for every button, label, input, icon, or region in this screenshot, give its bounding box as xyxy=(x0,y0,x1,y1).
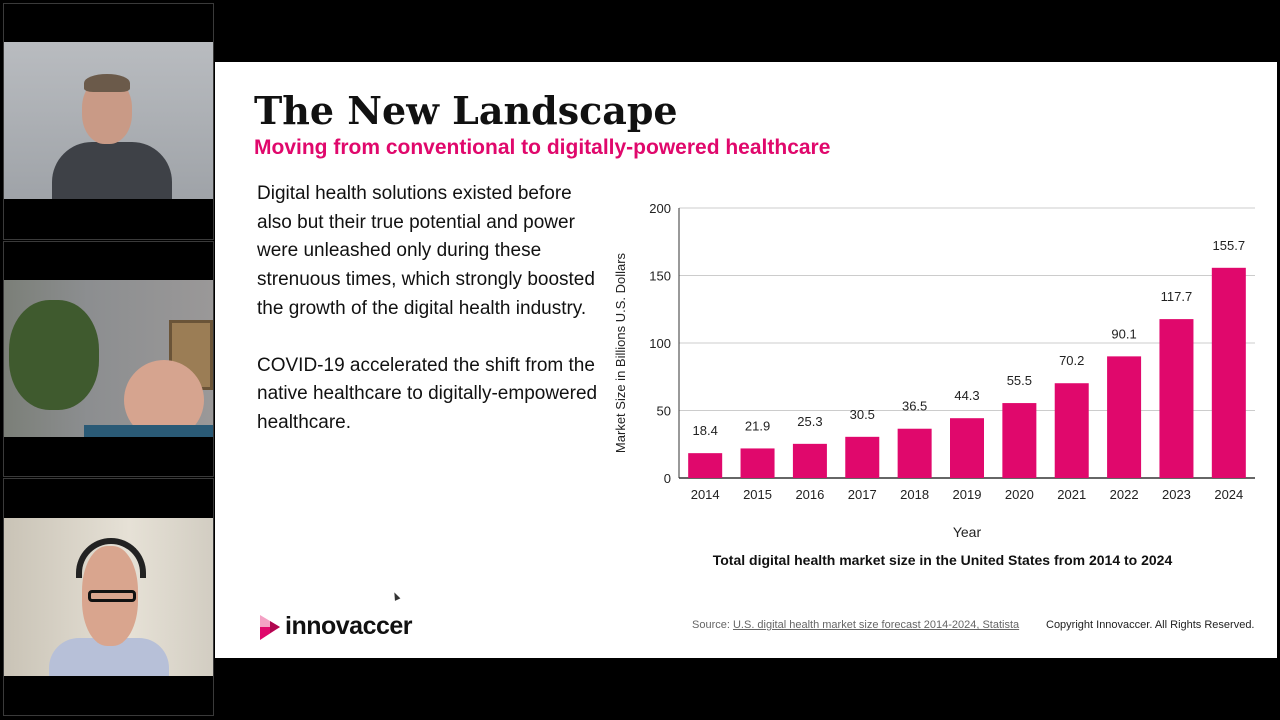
data-label: 155.7 xyxy=(1213,238,1246,253)
bar xyxy=(1054,383,1089,478)
participant-video-3 xyxy=(4,518,213,676)
data-label: 18.4 xyxy=(693,423,718,438)
participant-tile-3[interactable] xyxy=(3,478,214,716)
presentation-slide: The New Landscape Moving from convention… xyxy=(215,62,1277,658)
y-tick-label: 200 xyxy=(649,201,671,216)
source-note: Source: U.S. digital health market size … xyxy=(692,619,1020,631)
data-label: 36.5 xyxy=(902,399,927,414)
innovaccer-logo: innovaccer xyxy=(258,612,413,641)
bar xyxy=(792,443,827,478)
x-tick-label: 2023 xyxy=(1162,487,1191,502)
x-tick-label: 2015 xyxy=(743,487,772,502)
x-tick-label: 2016 xyxy=(795,487,824,502)
y-tick-label: 0 xyxy=(664,471,671,486)
bar xyxy=(1211,267,1246,478)
y-tick-label: 50 xyxy=(657,404,671,419)
logo-mark-icon xyxy=(260,614,280,640)
bar xyxy=(1159,319,1194,478)
x-tick-label: 2017 xyxy=(848,487,877,502)
x-tick-label: 2022 xyxy=(1110,487,1139,502)
data-label: 21.9 xyxy=(745,418,770,433)
slide-body: Digital health solutions existed before … xyxy=(257,180,602,466)
data-label: 30.5 xyxy=(850,407,875,422)
bar xyxy=(740,448,775,478)
data-label: 70.2 xyxy=(1059,353,1084,368)
x-axis-label: Year xyxy=(953,524,982,540)
y-tick-label: 100 xyxy=(649,336,671,351)
slide-title: The New Landscape xyxy=(254,88,678,133)
body-paragraph: Digital health solutions existed before … xyxy=(257,183,595,319)
data-label: 44.3 xyxy=(954,388,979,403)
y-tick-label: 150 xyxy=(649,269,671,284)
x-tick-label: 2019 xyxy=(953,487,982,502)
participant-video-2 xyxy=(4,280,213,437)
x-tick-label: 2020 xyxy=(1005,487,1034,502)
data-label: 90.1 xyxy=(1111,326,1136,341)
bar xyxy=(897,428,932,478)
participant-tile-2[interactable] xyxy=(3,241,214,477)
bar xyxy=(688,453,723,478)
x-tick-label: 2014 xyxy=(691,487,720,502)
source-link[interactable]: U.S. digital health market size forecast… xyxy=(732,619,1020,631)
bar-chart: 0 50 100 150 200 18.4 2014 21.9 2015 25.3 2016 30.5… xyxy=(613,201,1255,540)
bar xyxy=(1002,403,1037,478)
data-label: 25.3 xyxy=(797,414,822,429)
x-tick-label: 2021 xyxy=(1057,487,1086,502)
copyright-note: Copyright Innovaccer. All Rights Reserve… xyxy=(1046,619,1255,631)
y-axis-label: Market Size in Billions U.S. Dollars xyxy=(613,252,628,453)
bar xyxy=(845,436,880,478)
data-label: 55.5 xyxy=(1007,373,1032,388)
chart-caption: Total digital health market size in the … xyxy=(712,552,1173,568)
bar xyxy=(950,418,984,478)
slide-subtitle: Moving from conventional to digitally-po… xyxy=(254,136,831,159)
x-tick-label: 2024 xyxy=(1214,487,1243,502)
bar xyxy=(1107,356,1142,478)
data-label: 117.7 xyxy=(1161,289,1193,304)
participant-tile-1[interactable] xyxy=(3,3,214,240)
x-tick-label: 2018 xyxy=(900,487,929,502)
body-paragraph: COVID-19 accelerated the shift from the … xyxy=(257,354,598,433)
participant-video-1 xyxy=(4,42,213,199)
